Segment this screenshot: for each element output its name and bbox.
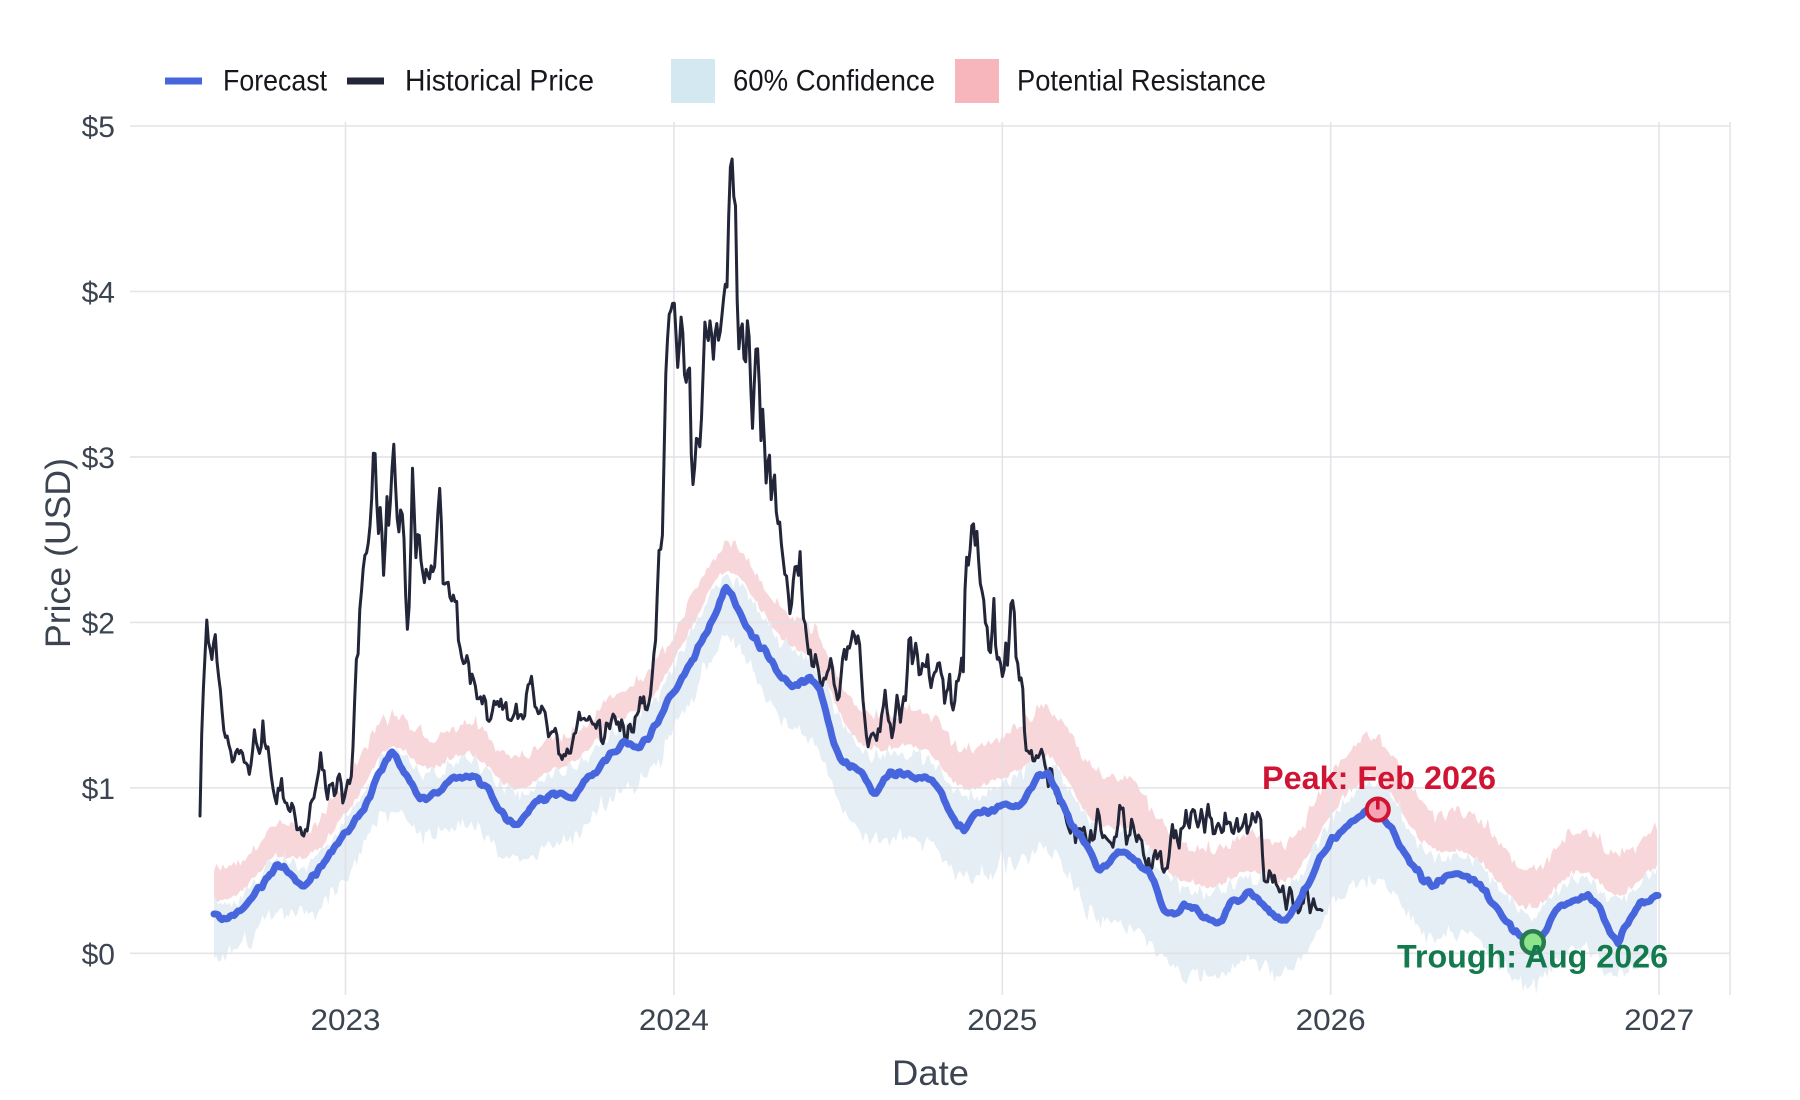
svg-text:Historical Price: Historical Price — [405, 65, 594, 98]
svg-text:Forecast: Forecast — [223, 65, 327, 98]
svg-text:Peak: Feb 2026: Peak: Feb 2026 — [1262, 760, 1496, 796]
svg-text:Trough: Aug 2026: Trough: Aug 2026 — [1397, 939, 1668, 975]
svg-text:$4: $4 — [82, 277, 115, 310]
svg-text:2024: 2024 — [639, 1004, 709, 1037]
svg-text:Date: Date — [892, 1054, 969, 1093]
svg-text:$3: $3 — [82, 442, 115, 475]
svg-text:$0: $0 — [82, 938, 115, 971]
svg-text:60% Confidence: 60% Confidence — [733, 65, 935, 98]
svg-text:$5: $5 — [82, 111, 115, 144]
svg-text:2027: 2027 — [1624, 1004, 1694, 1037]
svg-text:Potential Resistance: Potential Resistance — [1017, 65, 1266, 98]
svg-text:2023: 2023 — [311, 1004, 381, 1037]
svg-text:$1: $1 — [82, 773, 115, 806]
svg-text:2026: 2026 — [1296, 1004, 1366, 1037]
svg-text:$2: $2 — [82, 607, 115, 640]
svg-text:2025: 2025 — [967, 1004, 1037, 1037]
svg-text:Price (USD): Price (USD) — [39, 458, 78, 648]
